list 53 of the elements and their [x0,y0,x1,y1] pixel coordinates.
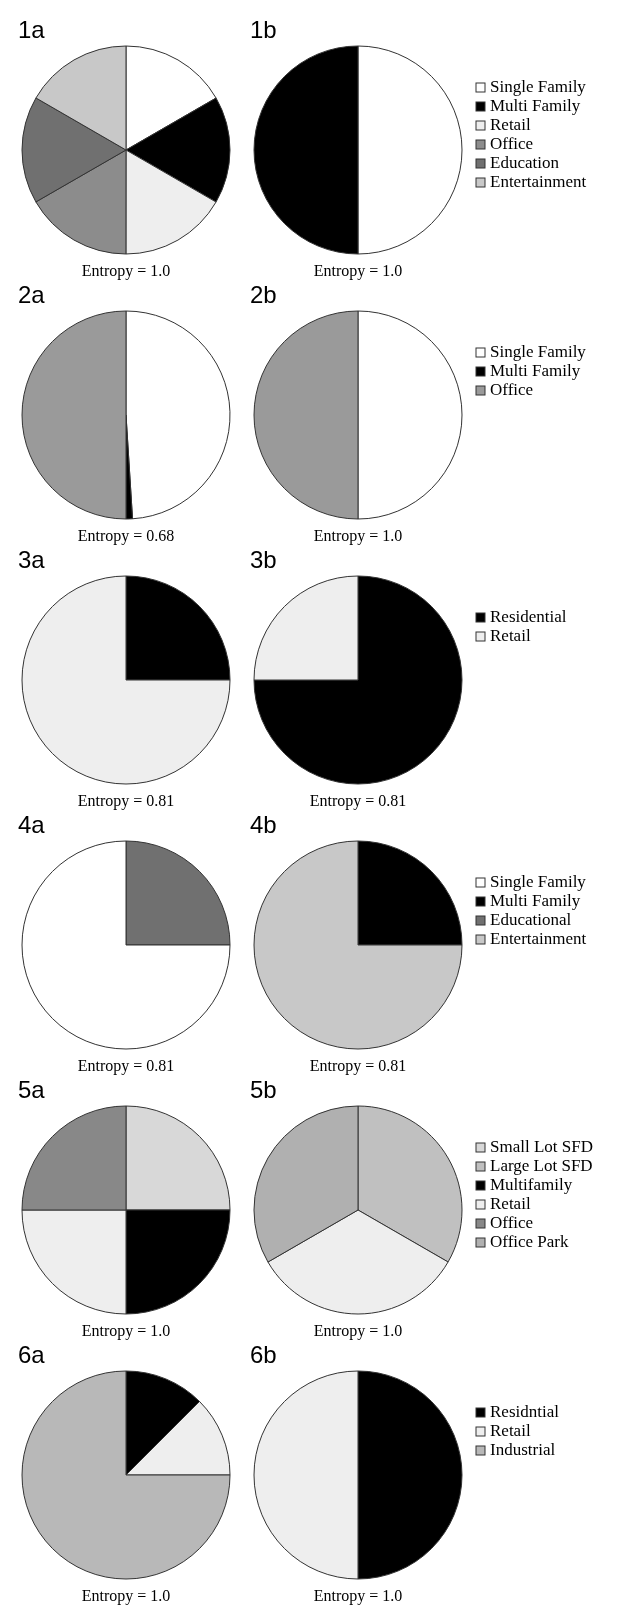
text: Entropy = 1.0 [81,1322,171,1340]
legend-label: Entertainment [490,929,587,948]
legend-label: Entertainment [490,172,587,191]
legend-label: Retail [490,1421,531,1440]
legend-label: Office Park [490,1232,570,1251]
text: Entropy = 0.68 [77,527,175,545]
legend-label: Multi Family [490,361,581,380]
text: Entropy = 0.81 [77,1057,175,1075]
text: Entropy = 0.81 [309,1057,407,1075]
legend-label: Large Lot SFD [490,1156,593,1175]
text: Entropy = 1.0 [81,1587,171,1605]
pie-slice [253,840,463,1050]
legend-label: Educational [490,910,572,929]
legend-label: Residntial [490,1402,560,1421]
chart-title: 5a [18,1076,46,1103]
pie-slice [253,575,463,785]
legend-label: Single Family [490,342,587,361]
legend-label: Single Family [490,872,587,891]
legend-label: Multi Family [490,891,581,910]
pie-slice [21,1370,231,1580]
chart-title: 6a [18,1341,46,1368]
legend-label: Retail [490,115,531,134]
text: Entropy = 1.0 [81,262,171,280]
text: Entropy = 1.0 [313,527,403,545]
text: Entropy = 1.0 [313,1322,403,1340]
chart-title: 6b [250,1341,277,1368]
chart-title: 3b [250,546,277,573]
legend-label: Retail [490,626,531,645]
chart-title: 2b [250,281,277,308]
legend-label: Residential [490,607,567,626]
chart-title: 3a [18,546,46,573]
text: Entropy = 0.81 [77,792,175,810]
chart-title: 2a [18,281,46,308]
pie-slice [21,575,231,785]
legend-label: Office [490,1213,534,1232]
chart-title: 1b [250,16,277,43]
chart-title: 1a [18,16,46,43]
legend-label: Industrial [490,1440,556,1459]
legend-label: Multifamily [490,1175,573,1194]
chart-title: 4b [250,811,277,838]
legend-label: Education [490,153,560,172]
pie-slice [21,840,231,1050]
legend-label: Small Lot SFD [490,1137,593,1156]
legend-label: Office [490,380,534,399]
text: Entropy = 0.81 [309,792,407,810]
legend-label: Retail [490,1194,531,1213]
chart-title: 5b [250,1076,277,1103]
legend-label: Office [490,134,534,153]
text: Entropy = 1.0 [313,262,403,280]
text: Entropy = 1.0 [313,1587,403,1605]
legend-label: Single Family [490,77,587,96]
legend-label: Multi Family [490,96,581,115]
chart-title: 4a [18,811,46,838]
